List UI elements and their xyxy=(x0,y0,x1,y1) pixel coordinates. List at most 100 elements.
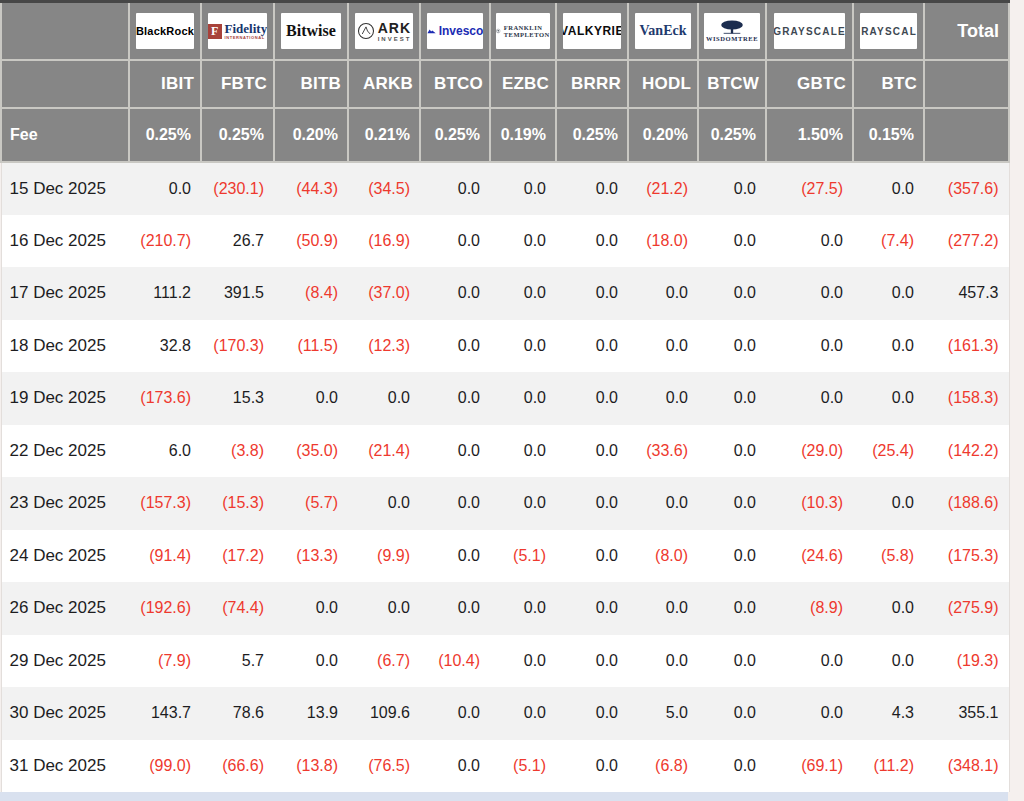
flow-value: (6.7) xyxy=(348,635,420,688)
fidelity-logo-text: Fidelity xyxy=(225,22,268,35)
flow-value: (173.6) xyxy=(129,372,201,425)
flow-value: (35.0) xyxy=(274,425,348,478)
flow-value: 0.0 xyxy=(628,635,698,688)
flow-value: 0.0 xyxy=(274,635,348,688)
flow-value: 0.0 xyxy=(556,477,628,530)
franklin-templeton-logo: FRANKLIN TEMPLETON xyxy=(496,13,549,49)
flow-value: 0.0 xyxy=(628,372,698,425)
flow-value: 0.0 xyxy=(853,635,924,688)
flow-value: 0.0 xyxy=(698,162,766,215)
row-date: 23 Dec 2025 xyxy=(1,477,129,530)
franklin-logo-text: FRANKLIN xyxy=(504,24,543,31)
flow-value: (99.0) xyxy=(129,740,201,793)
row-date: 26 Dec 2025 xyxy=(1,582,129,635)
table-row: 24 Dec 2025(91.4)(17.2)(13.3)(9.9)0.0(5.… xyxy=(1,530,1009,583)
flow-value: 0.0 xyxy=(556,372,628,425)
fee-row-label: Fee xyxy=(1,108,129,162)
flow-value: (25.4) xyxy=(853,425,924,478)
ticker-hodl: HODL xyxy=(628,60,698,108)
flow-value: (157.3) xyxy=(129,477,201,530)
blackrock-logo-text: BlackRock xyxy=(136,25,194,37)
flow-value: 0.0 xyxy=(628,477,698,530)
wisdomtree-tree-icon xyxy=(715,20,749,35)
franklin-portrait-icon xyxy=(496,25,500,37)
flow-value: 0.0 xyxy=(490,267,556,320)
row-total-value: (175.3) xyxy=(924,530,1009,583)
issuer-header-bitwise: Bitwise xyxy=(274,2,348,61)
row-date: 31 Dec 2025 xyxy=(1,740,129,793)
flow-value: 0.0 xyxy=(698,215,766,268)
table-row: 30 Dec 2025143.778.613.9109.60.00.00.05.… xyxy=(1,687,1009,740)
issuer-header-fidelity: F Fidelity INTERNATIONAL xyxy=(201,2,274,61)
flow-value: 0.0 xyxy=(490,477,556,530)
fee-ezbc: 0.19% xyxy=(490,108,556,162)
flow-value: 0.0 xyxy=(556,267,628,320)
fee-btco: 0.25% xyxy=(420,108,490,162)
flow-value: (170.3) xyxy=(201,320,274,373)
fee-hodl: 0.20% xyxy=(628,108,698,162)
flow-value: 0.0 xyxy=(698,477,766,530)
flow-value: 26.7 xyxy=(201,215,274,268)
valkyrie-logo-text: VALKYRIE xyxy=(563,24,621,38)
flow-value: 0.0 xyxy=(420,267,490,320)
flow-value: 0.0 xyxy=(420,162,490,215)
table-row: 19 Dec 2025(173.6)15.30.00.00.00.00.00.0… xyxy=(1,372,1009,425)
flow-value: (6.8) xyxy=(628,740,698,793)
table-row: 29 Dec 2025(7.9)5.70.0(6.7)(10.4)0.00.00… xyxy=(1,635,1009,688)
bitwise-logo: Bitwise xyxy=(281,13,341,49)
flow-value: 0.0 xyxy=(556,162,628,215)
table-row: 15 Dec 20250.0(230.1)(44.3)(34.5)0.00.00… xyxy=(1,162,1009,215)
row-total-value: 355.1 xyxy=(924,687,1009,740)
flow-value: 0.0 xyxy=(274,582,348,635)
flow-value: 0.0 xyxy=(490,162,556,215)
ticker-row: IBIT FBTC BITB ARKB BTCO EZBC BRRR HODL … xyxy=(1,60,1009,108)
flow-value: (69.1) xyxy=(766,740,853,793)
grayscale-logo: GRAYSCALE xyxy=(774,13,845,49)
flow-value: (8.4) xyxy=(274,267,348,320)
flow-value: (3.8) xyxy=(201,425,274,478)
flow-value: (230.1) xyxy=(201,162,274,215)
flow-value: 0.0 xyxy=(698,320,766,373)
flow-value: (17.2) xyxy=(201,530,274,583)
fidelity-logo-subtext: INTERNATIONAL xyxy=(225,36,265,40)
flow-value: 0.0 xyxy=(853,477,924,530)
fee-brrr: 0.25% xyxy=(556,108,628,162)
row-total-value: (142.2) xyxy=(924,425,1009,478)
flow-value: (192.6) xyxy=(129,582,201,635)
flow-value: (5.7) xyxy=(274,477,348,530)
row-total-value: 457.3 xyxy=(924,267,1009,320)
flow-value: 0.0 xyxy=(766,267,853,320)
flow-value: 0.0 xyxy=(766,635,853,688)
flow-value: 0.0 xyxy=(420,372,490,425)
flow-value: 0.0 xyxy=(698,372,766,425)
bitwise-logo-text: Bitwise xyxy=(286,22,336,40)
flow-value: 391.5 xyxy=(201,267,274,320)
flow-value: 13.9 xyxy=(274,687,348,740)
fee-row-total-spacer xyxy=(924,108,1009,162)
flow-value: (21.4) xyxy=(348,425,420,478)
flow-value: (9.9) xyxy=(348,530,420,583)
flow-value: 0.0 xyxy=(490,215,556,268)
ticker-row-spacer xyxy=(1,60,129,108)
flow-value: (10.3) xyxy=(766,477,853,530)
flow-value: 0.0 xyxy=(556,320,628,373)
flows-table-body: 15 Dec 20250.0(230.1)(44.3)(34.5)0.00.00… xyxy=(1,162,1009,792)
invesco-logo: Invesco xyxy=(427,13,484,49)
flow-value: 0.0 xyxy=(490,582,556,635)
flow-value: (21.2) xyxy=(628,162,698,215)
table-row: 23 Dec 2025(157.3)(15.3)(5.7)0.00.00.00.… xyxy=(1,477,1009,530)
ticker-bitb: BITB xyxy=(274,60,348,108)
row-total-value: (348.1) xyxy=(924,740,1009,793)
row-date: 30 Dec 2025 xyxy=(1,687,129,740)
flow-value: (7.4) xyxy=(853,215,924,268)
ark-compass-icon xyxy=(357,22,375,40)
flow-value: 0.0 xyxy=(698,635,766,688)
flow-value: 0.0 xyxy=(628,267,698,320)
flow-value: 0.0 xyxy=(766,320,853,373)
issuer-header-grayscale-gbtc: GRAYSCALE xyxy=(766,2,853,61)
ticker-btc: BTC xyxy=(853,60,924,108)
flow-value: 32.8 xyxy=(129,320,201,373)
flow-value: (10.4) xyxy=(420,635,490,688)
row-total-value: (357.6) xyxy=(924,162,1009,215)
wisdomtree-logo-text: WISDOMTREE xyxy=(706,36,758,43)
